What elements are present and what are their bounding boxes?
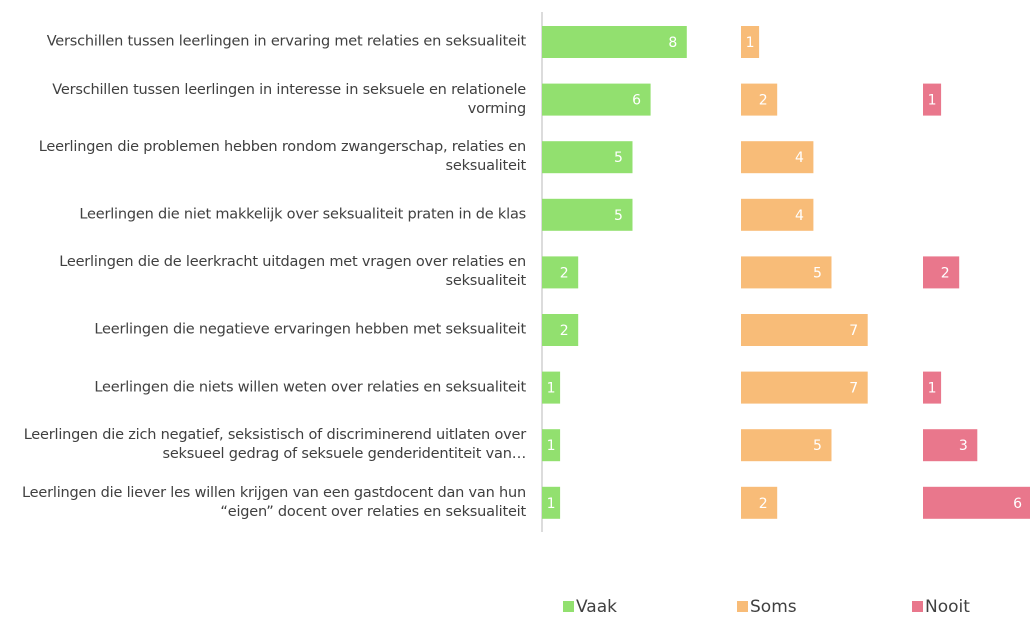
bar [741,198,814,231]
value-label: 5 [813,438,822,454]
value-label: 6 [632,93,641,109]
value-label: 1 [547,438,556,454]
value-label: 4 [795,150,804,166]
category-label: Leerlingen die problemen hebben rondom z… [38,139,526,175]
bar [923,371,942,404]
bar [741,256,832,289]
value-label: 4 [795,208,804,224]
bar [542,314,579,346]
value-label: 2 [941,265,950,281]
category-label: Leerlingen die liever les willen krijgen… [22,484,526,520]
value-label: 3 [959,438,968,454]
legend-label: Nooit [925,597,970,617]
value-label: 5 [614,150,623,166]
category-label: Verschillen tussen leerlingen in ervarin… [46,33,526,50]
bar [542,429,561,462]
category-label: Leerlingen die de leerkracht uitdagen me… [59,254,526,290]
legend-label: Soms [750,597,797,617]
value-label: 6 [1013,496,1022,512]
value-label: 2 [560,265,569,281]
bar [542,198,633,231]
bar [741,314,868,346]
bar [741,429,832,462]
bar [542,83,651,116]
category-label: Leerlingen die zich negatief, seksistisc… [23,427,527,463]
bar [542,141,633,174]
value-label: 5 [614,208,623,224]
legend-swatch [737,601,748,612]
value-label: 1 [928,381,937,397]
bar [542,371,561,404]
bar [923,256,960,289]
category-label: Leerlingen die niet makkelijk over seksu… [79,206,526,223]
value-label: 1 [928,93,937,109]
category-label: Leerlingen die niets willen weten over r… [94,379,526,396]
value-label: 7 [849,381,858,397]
category-label: Verschillen tussen leerlingen in interes… [52,81,526,117]
bar [741,141,814,174]
bar [741,26,760,58]
bar [923,429,978,462]
value-label: 1 [746,35,755,51]
legend-swatch [563,601,574,612]
value-label: 1 [547,496,556,512]
value-label: 2 [759,93,768,109]
bar [741,83,778,116]
bar [542,26,687,58]
value-label: 7 [849,323,858,339]
value-label: 5 [813,265,822,281]
legend-swatch [912,601,923,612]
bar [741,371,868,404]
bar [923,486,1030,519]
bar [741,486,778,519]
value-label: 1 [547,381,556,397]
legend-label: Vaak [576,597,617,617]
bar [542,256,579,289]
bar [542,486,561,519]
value-label: 8 [668,35,677,51]
value-label: 2 [759,496,768,512]
category-label: Leerlingen die negatieve ervaringen hebb… [94,321,526,338]
value-label: 2 [560,323,569,339]
bar [923,83,942,116]
